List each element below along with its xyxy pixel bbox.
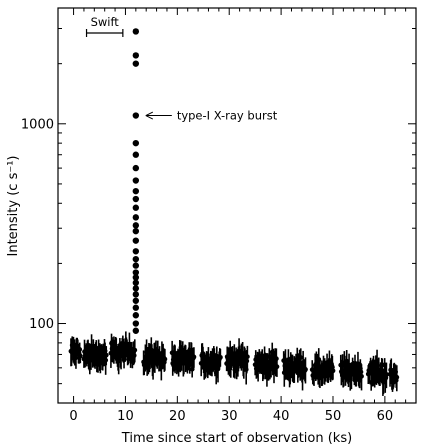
burst-data-point	[132, 214, 140, 221]
light-curve-segment	[365, 349, 389, 396]
data-point	[330, 368, 336, 374]
burst-data-point	[132, 291, 140, 298]
annotations-layer: Swift type-I X-ray burst	[85, 15, 278, 123]
burst-data-point	[132, 304, 140, 311]
data-point	[162, 356, 168, 362]
burst-data-point	[132, 151, 140, 158]
burst-data-point	[132, 237, 140, 244]
light-curve-segment	[224, 338, 250, 385]
burst-label: type-I X-ray burst	[177, 109, 278, 123]
y-tick-label: 1000	[21, 117, 54, 132]
burst-data-point	[132, 222, 140, 229]
light-curve-segment	[252, 342, 280, 387]
burst-data-point	[132, 279, 140, 286]
x-tick-label: 0	[69, 409, 77, 424]
burst-data-point	[132, 164, 140, 172]
burst-data-point	[132, 112, 140, 119]
y-tick-label: 100	[29, 317, 54, 332]
plot-frame	[57, 7, 417, 404]
burst-arrow-head	[145, 111, 154, 120]
light-curve-segment	[338, 350, 364, 391]
burst-data-point	[132, 320, 140, 327]
burst-data-point	[132, 227, 140, 235]
x-tick-label: 10	[117, 409, 134, 424]
burst-data-point	[132, 195, 140, 203]
light-curve-segment	[141, 337, 168, 381]
light-curve-segment	[387, 358, 400, 392]
data-point	[298, 355, 304, 360]
data-point	[244, 354, 250, 360]
data-layer	[68, 28, 400, 396]
y-axis-label: Intensity (c s⁻¹)	[6, 156, 21, 257]
x-tick-label: 60	[377, 409, 394, 424]
burst-data-point	[132, 285, 140, 292]
data-point	[274, 364, 280, 370]
x-axis-label: Time since start of observation (ks)	[121, 431, 352, 446]
light-curve-segment	[281, 347, 308, 391]
light-curve-segment	[198, 343, 223, 385]
light-curve-segment	[169, 340, 197, 378]
light-curve-segment	[81, 334, 109, 375]
ticks-layer: 0 10 20 30 40 50 60 100 1000	[21, 8, 416, 424]
data-point	[303, 367, 308, 372]
x-tick-label: 30	[221, 409, 238, 424]
data-point	[217, 354, 223, 360]
burst-data-point	[132, 255, 140, 263]
burst-data-point	[132, 187, 140, 195]
burst-data-point	[132, 312, 140, 319]
x-tick-label: 40	[273, 409, 290, 424]
x-tick-label: 50	[325, 409, 342, 424]
data-point	[77, 353, 83, 359]
data-point	[384, 372, 389, 377]
burst-data-point	[132, 274, 140, 281]
swift-label: Swift	[91, 15, 120, 29]
burst-data-point	[132, 327, 140, 334]
light-curve-segment	[68, 336, 83, 369]
data-point	[73, 355, 79, 361]
data-point	[103, 352, 109, 358]
data-point	[191, 354, 197, 360]
light-curve-segment	[108, 331, 138, 375]
burst-data-point	[132, 139, 140, 147]
burst-data-point	[132, 28, 140, 35]
data-point	[359, 373, 364, 379]
burst-data-point	[132, 297, 140, 304]
burst-data-point	[132, 52, 140, 59]
x-tick-label: 20	[169, 409, 186, 424]
burst-data-point	[132, 204, 140, 211]
burst-data-point	[132, 60, 140, 67]
burst-data-point	[132, 248, 140, 255]
burst-data-point	[132, 177, 140, 184]
burst-data-point	[132, 262, 140, 269]
burst-data-point	[132, 269, 140, 276]
light-curve-segment	[309, 348, 336, 389]
data-point	[132, 347, 138, 353]
data-point	[394, 374, 400, 380]
